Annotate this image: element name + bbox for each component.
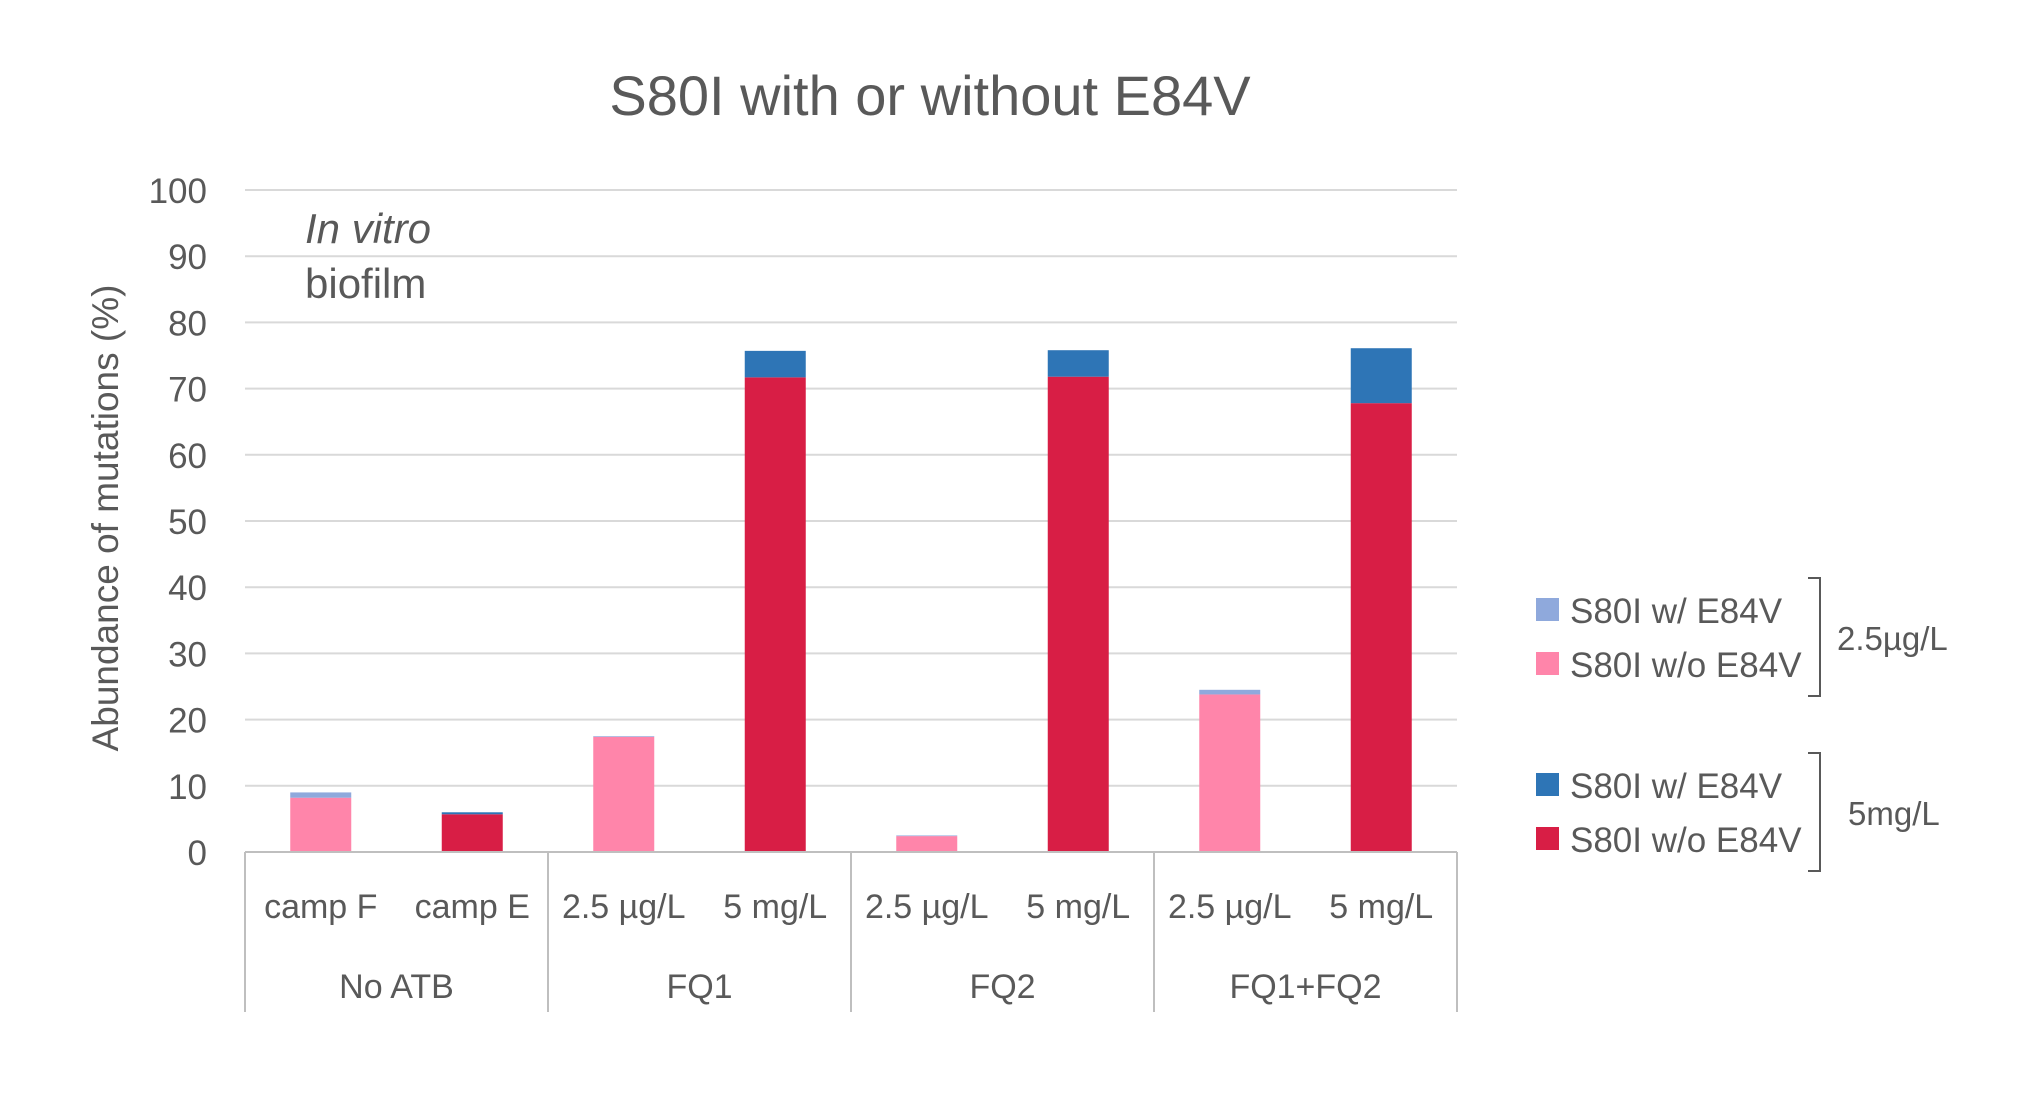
bar-segment (896, 836, 958, 852)
x-group-label: FQ1+FQ2 (1229, 968, 1381, 1006)
x-tick-label: camp E (415, 888, 530, 926)
bar-segment (744, 377, 806, 852)
legend-group-label: 5mg/L (1848, 795, 1940, 832)
bar-segment (593, 736, 655, 852)
bar-segment (896, 835, 958, 837)
annotation-biofilm: biofilm (305, 260, 426, 307)
x-tick-label: camp F (264, 888, 377, 926)
x-tick-label: 2.5 µg/L (562, 888, 686, 926)
y-axis-label: Abundance of mutations (%) (85, 285, 126, 752)
legend-bracket (1808, 752, 1821, 872)
x-group-label: FQ2 (969, 968, 1035, 1006)
legend-swatch (1536, 773, 1559, 796)
bar-segment (593, 736, 655, 737)
y-tick-label: 10 (168, 768, 207, 807)
bar-segment (744, 350, 806, 378)
bars (290, 348, 1412, 852)
legend-label: S80I w/o E84V (1570, 821, 1802, 860)
legend-label: S80I w/ E84V (1570, 767, 1783, 806)
legend-swatch (1536, 827, 1559, 850)
bar-segment (1047, 350, 1109, 377)
bar-segment (1199, 689, 1261, 695)
bar-segment (441, 812, 503, 815)
y-tick-label: 30 (168, 635, 207, 674)
y-tick-label: 0 (188, 834, 207, 873)
legend: S80I w/ E84V S80I w/o E84V 2.5µg/L S80I w/ … (1536, 577, 1948, 872)
bar-segment (1350, 403, 1412, 852)
axes: 0 10 20 30 40 50 60 70 80 90 100 camp F camp E 2.5 µg… (149, 172, 1458, 1012)
annotation: In vitro biofilm (305, 205, 431, 307)
legend-swatch (1536, 598, 1559, 621)
x-tick-label: 2.5 µg/L (1168, 888, 1292, 926)
y-tick-label: 90 (168, 238, 207, 277)
x-group-label: FQ1 (666, 968, 732, 1006)
y-tick-label: 50 (168, 503, 207, 542)
x-tick-label: 5 mg/L (1329, 888, 1433, 926)
y-tick-label: 40 (168, 569, 207, 608)
x-tick-label: 5 mg/L (723, 888, 827, 926)
bar-segment (1199, 694, 1261, 852)
y-tick-label: 70 (168, 371, 207, 410)
annotation-in-vitro: In vitro (305, 205, 431, 252)
legend-swatch (1536, 652, 1559, 675)
legend-group-label: 2.5µg/L (1837, 620, 1948, 657)
bar-segment (1350, 348, 1412, 404)
chart-title: S80I with or without E84V (609, 64, 1251, 127)
x-tick-label: 5 mg/L (1026, 888, 1130, 926)
bar-segment (1047, 376, 1109, 852)
legend-label: S80I w/o E84V (1570, 646, 1802, 685)
y-tick-label: 100 (149, 172, 207, 211)
bar-segment (441, 814, 503, 852)
x-group-label: No ATB (339, 968, 454, 1006)
bar-segment (290, 797, 352, 852)
bar-segment (290, 792, 352, 798)
y-tick-label: 20 (168, 702, 207, 741)
y-tick-label: 60 (168, 437, 207, 476)
gridlines (245, 189, 1457, 787)
legend-label: S80I w/ E84V (1570, 592, 1783, 631)
legend-bracket (1808, 577, 1821, 697)
x-tick-label: 2.5 µg/L (865, 888, 989, 926)
y-tick-label: 80 (168, 304, 207, 343)
